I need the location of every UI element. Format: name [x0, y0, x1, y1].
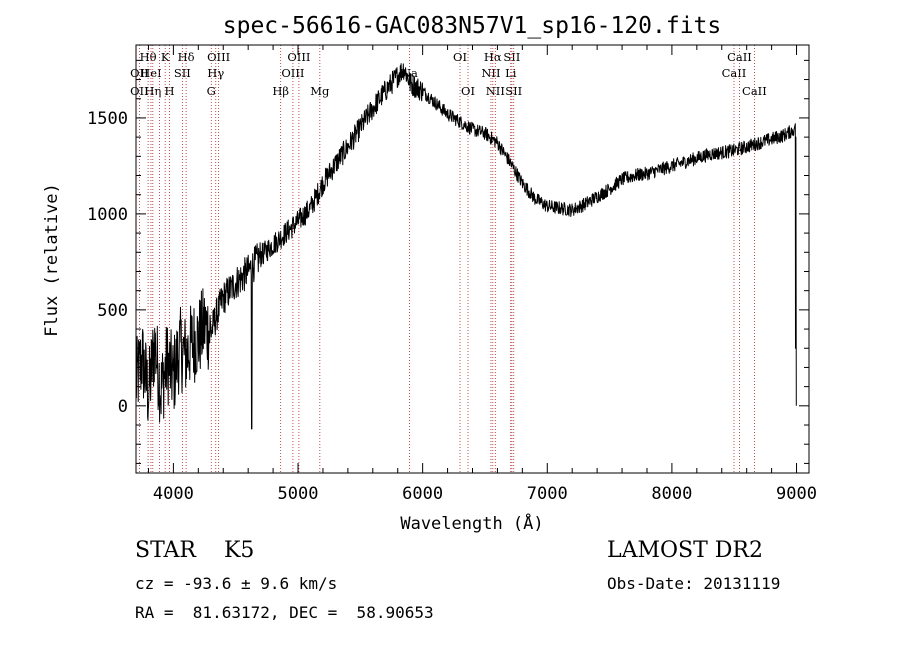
- line-marker-label: OIII: [207, 50, 230, 64]
- line-marker-label: Hβ: [272, 84, 289, 98]
- chart-title: spec-56616-GAC083N57V1_sp16-120.fits: [223, 13, 722, 39]
- line-marker-label: Hδ: [178, 50, 195, 64]
- y-tick-label: 1500: [87, 109, 128, 129]
- spectrum-line: [135, 63, 797, 430]
- line-marker-label: OII: [130, 66, 149, 80]
- x-tick-label: 4000: [153, 484, 194, 504]
- line-marker-label: CaII: [742, 84, 767, 98]
- x-tick-label: 8000: [651, 484, 692, 504]
- x-tick-label: 7000: [527, 484, 568, 504]
- line-marker-label: NII: [486, 84, 505, 98]
- line-markers: OII OII Hθ HeI Hη K H SII Hδ G Hγ OIII Hβ OIII OIII Mg N…: [130, 45, 767, 473]
- y-tick-label: 500: [97, 301, 128, 321]
- x-tick-label: 6000: [402, 484, 443, 504]
- line-marker-label: OIII: [281, 66, 304, 80]
- survey-label: LAMOST DR2: [607, 538, 763, 563]
- line-marker-label: K: [161, 50, 170, 64]
- x-tick-label: 9000: [776, 484, 817, 504]
- line-marker-label: Hα: [484, 50, 502, 64]
- line-marker-label: Hγ: [207, 66, 224, 80]
- x-axis-label: Wavelength (Å): [400, 512, 543, 534]
- plot-frame: [135, 44, 810, 474]
- line-marker-label: Hη: [144, 84, 161, 98]
- y-tick-label: 0: [118, 397, 128, 417]
- line-marker-label: Li: [505, 66, 517, 80]
- line-marker-label: G: [207, 84, 216, 98]
- line-marker-label: CaII: [727, 50, 752, 64]
- y-tick-label: 1000: [87, 205, 128, 225]
- x-tick-label: 5000: [278, 484, 319, 504]
- line-marker-label: SII: [503, 50, 520, 64]
- line-marker-label: H: [165, 84, 175, 98]
- line-marker-label: SII: [505, 84, 522, 98]
- line-marker-label: OI: [461, 84, 475, 98]
- classification-label: STAR K5: [135, 538, 255, 563]
- series-layer: [135, 63, 797, 430]
- line-marker-label: SII: [174, 66, 191, 80]
- line-marker-label: CaII: [722, 66, 747, 80]
- redshift-label: cz = -93.6 ± 9.6 km/s: [135, 574, 338, 593]
- y-axis-label: Flux (relative): [42, 183, 62, 337]
- axes: 4000 5000 6000 7000 8000 9000 0 500 1000 1500: [87, 44, 817, 504]
- line-marker-label: Mg: [310, 84, 330, 98]
- coordinates-label: RA = 81.63172, DEC = 58.90653: [135, 603, 434, 622]
- line-marker-label: OII: [130, 84, 149, 98]
- obs-date-label: Obs-Date: 20131119: [607, 574, 781, 593]
- line-marker-label: OI: [453, 50, 467, 64]
- line-marker-label: HeI: [140, 66, 161, 80]
- line-marker-label: OIII: [287, 50, 310, 64]
- line-marker-label: NII: [481, 66, 500, 80]
- line-marker-label: Hθ: [140, 50, 157, 64]
